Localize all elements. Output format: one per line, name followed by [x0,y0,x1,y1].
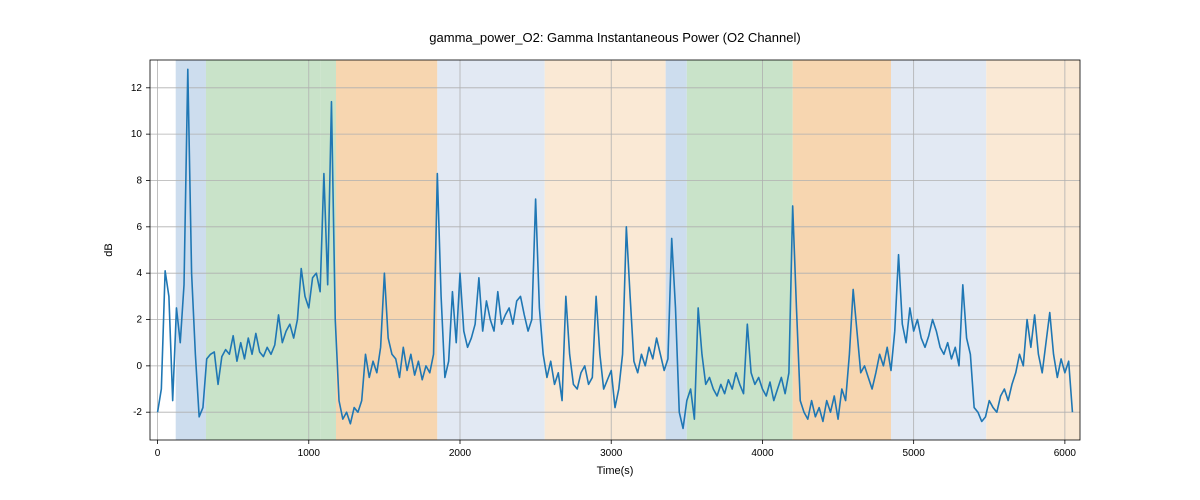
svg-text:12: 12 [131,83,143,94]
svg-text:6: 6 [136,222,142,233]
svg-text:5000: 5000 [903,448,926,459]
svg-text:4: 4 [136,268,142,279]
svg-text:4000: 4000 [751,448,774,459]
svg-text:-2: -2 [133,407,142,418]
svg-text:10: 10 [131,129,143,140]
chart-svg: 0 1000 2000 3000 4000 5000 6000 -2 0 2 4 6 8 10 12 Time… [0,0,1200,500]
svg-text:2000: 2000 [449,448,472,459]
svg-text:2: 2 [136,315,142,326]
chart-container: 0 1000 2000 3000 4000 5000 6000 -2 0 2 4 6 8 10 12 Time… [0,0,1200,500]
svg-text:0: 0 [136,361,142,372]
svg-text:1000: 1000 [298,448,321,459]
x-axis-label: Time(s) [597,465,634,477]
svg-text:8: 8 [136,175,142,186]
svg-text:0: 0 [155,448,161,459]
svg-text:6000: 6000 [1054,448,1077,459]
chart-title: gamma_power_O2: Gamma Instantaneous Powe… [429,30,800,45]
svg-text:3000: 3000 [600,448,623,459]
y-axis-label: dB [103,243,115,256]
